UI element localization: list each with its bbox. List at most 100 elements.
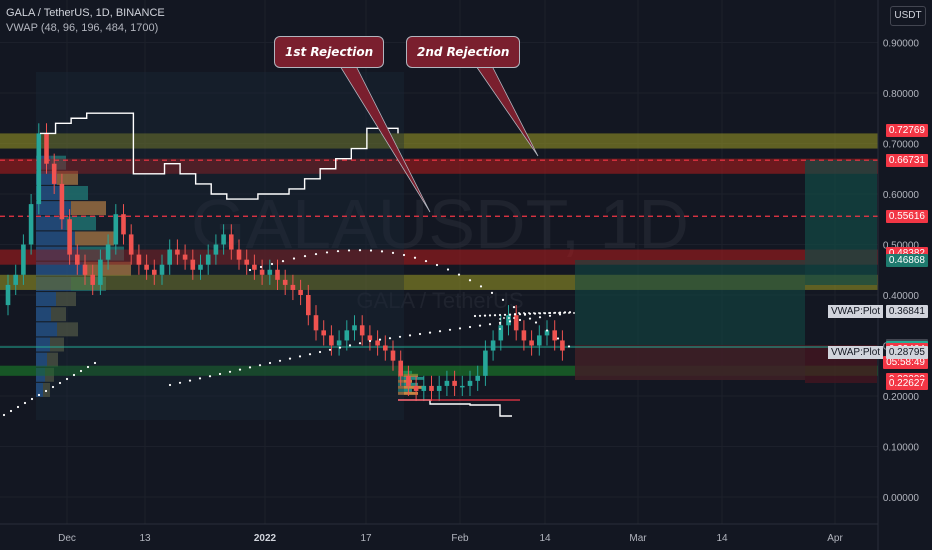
vwap-dot xyxy=(558,313,562,316)
candle-body xyxy=(529,340,534,346)
vwap-plot-label: VWAP:Plot xyxy=(828,304,884,318)
vwap-dot xyxy=(490,291,494,294)
vwap-dot xyxy=(188,379,192,382)
red-zone xyxy=(0,158,878,174)
candle-body xyxy=(398,360,403,376)
profile-bar xyxy=(36,216,66,231)
range-box xyxy=(36,72,404,420)
vwap-dot xyxy=(358,342,362,345)
vwap-dot xyxy=(413,256,417,259)
candle-body xyxy=(329,335,334,346)
candle-body xyxy=(436,385,442,391)
candle-body xyxy=(544,330,550,336)
vwap-dot xyxy=(473,314,477,318)
vwap-dot xyxy=(270,262,274,266)
y-tick-label: 0.00000 xyxy=(883,493,920,504)
vwap-dot xyxy=(65,377,69,381)
vwap-dot xyxy=(418,332,422,336)
candle-body xyxy=(321,330,326,336)
candle-body xyxy=(352,325,357,331)
watermark-sub: GALA / TetherUS xyxy=(356,288,523,313)
profile-bar xyxy=(36,170,57,185)
series-line xyxy=(40,112,399,200)
candle-body xyxy=(67,219,72,255)
vwap-dot xyxy=(369,249,373,252)
currency-button[interactable]: USDT xyxy=(890,6,926,26)
candle-body xyxy=(506,315,511,326)
vwap-dot xyxy=(478,324,482,327)
series-line-low xyxy=(398,399,512,417)
profile-bar xyxy=(62,186,88,200)
vwap-dot xyxy=(488,323,492,326)
candle-body xyxy=(182,254,188,260)
candle-body xyxy=(537,335,542,346)
candle-body xyxy=(36,133,42,205)
vwap-dot xyxy=(478,314,482,317)
candle-body xyxy=(290,284,296,290)
y-tick-label: 0.50000 xyxy=(883,241,920,252)
profile-bar xyxy=(36,382,43,397)
profile-bar xyxy=(56,292,76,307)
indicator-title[interactable]: VWAP (48, 96, 196, 484, 1700) xyxy=(6,22,159,34)
profile-bar xyxy=(47,352,58,367)
vwap-dot xyxy=(314,252,318,256)
profile-bar xyxy=(398,379,412,383)
vwap-dot xyxy=(368,339,372,343)
vwap-dot xyxy=(44,389,48,393)
vwap-dot xyxy=(268,361,272,365)
candle-body xyxy=(267,269,273,275)
price-tag: 0.72769 xyxy=(885,123,928,137)
x-tick-label: 2022 xyxy=(254,533,277,544)
candle-body xyxy=(90,274,95,285)
vwap-dot xyxy=(292,257,296,260)
candle-body xyxy=(105,244,111,260)
candles xyxy=(5,123,565,402)
vwap-dot xyxy=(358,249,362,252)
candle-body xyxy=(390,350,396,361)
x-axis-ticks: Dec 13 2022 17 Feb 14 Mar 14 Apr xyxy=(58,533,843,544)
profile-bar xyxy=(36,337,50,352)
vwap-dot xyxy=(9,409,13,413)
symbol-title[interactable]: GALA / TetherUS, 1D, BINANCE xyxy=(6,7,165,19)
y-tick-label: 0.20000 xyxy=(883,392,920,403)
candle-body xyxy=(298,289,303,295)
x-tick-label: Dec xyxy=(58,533,76,544)
candle-body xyxy=(159,264,165,275)
x-tick-label: Feb xyxy=(451,533,469,544)
profile-bar xyxy=(75,231,114,246)
vwap-dot xyxy=(23,401,27,405)
vwap-dot xyxy=(468,279,472,282)
vwap-dot xyxy=(218,372,222,376)
vwap-dot xyxy=(508,320,512,323)
vwap-dot xyxy=(30,397,34,401)
vwap-dot xyxy=(398,335,402,338)
chart-header: GALA / TetherUS, 1D, BINANCE VWAP (48, 9… xyxy=(6,6,165,36)
candle-body xyxy=(367,335,373,341)
vwap-dot xyxy=(198,377,202,380)
vwap-dot xyxy=(328,348,332,351)
candle-body xyxy=(259,269,265,275)
candle-body xyxy=(75,254,80,265)
vwap-dot xyxy=(545,329,549,332)
candle-body xyxy=(229,234,234,250)
candle-body xyxy=(513,315,519,331)
vwap-dot xyxy=(228,370,232,373)
y-tick-label: 0.80000 xyxy=(883,89,920,100)
candle-body xyxy=(313,315,319,331)
price-tag: 0.46868 xyxy=(885,254,928,268)
candle-body xyxy=(167,249,172,265)
candle-body xyxy=(59,183,65,220)
vwap-dot xyxy=(534,321,538,324)
candle-body xyxy=(190,259,196,270)
x-tick-label: 17 xyxy=(360,533,372,544)
candle-body xyxy=(244,259,249,265)
vwap-dot xyxy=(288,357,292,360)
callout-first-rejection[interactable]: 1st Rejection xyxy=(274,36,385,68)
candle-body xyxy=(521,330,527,341)
vwap-dot xyxy=(428,331,432,334)
callout-second-rejection[interactable]: 2nd Rejection xyxy=(406,36,521,68)
vwap-dot xyxy=(438,330,442,333)
vwap-flat xyxy=(499,312,575,330)
x-tick-label: 14 xyxy=(716,533,728,544)
